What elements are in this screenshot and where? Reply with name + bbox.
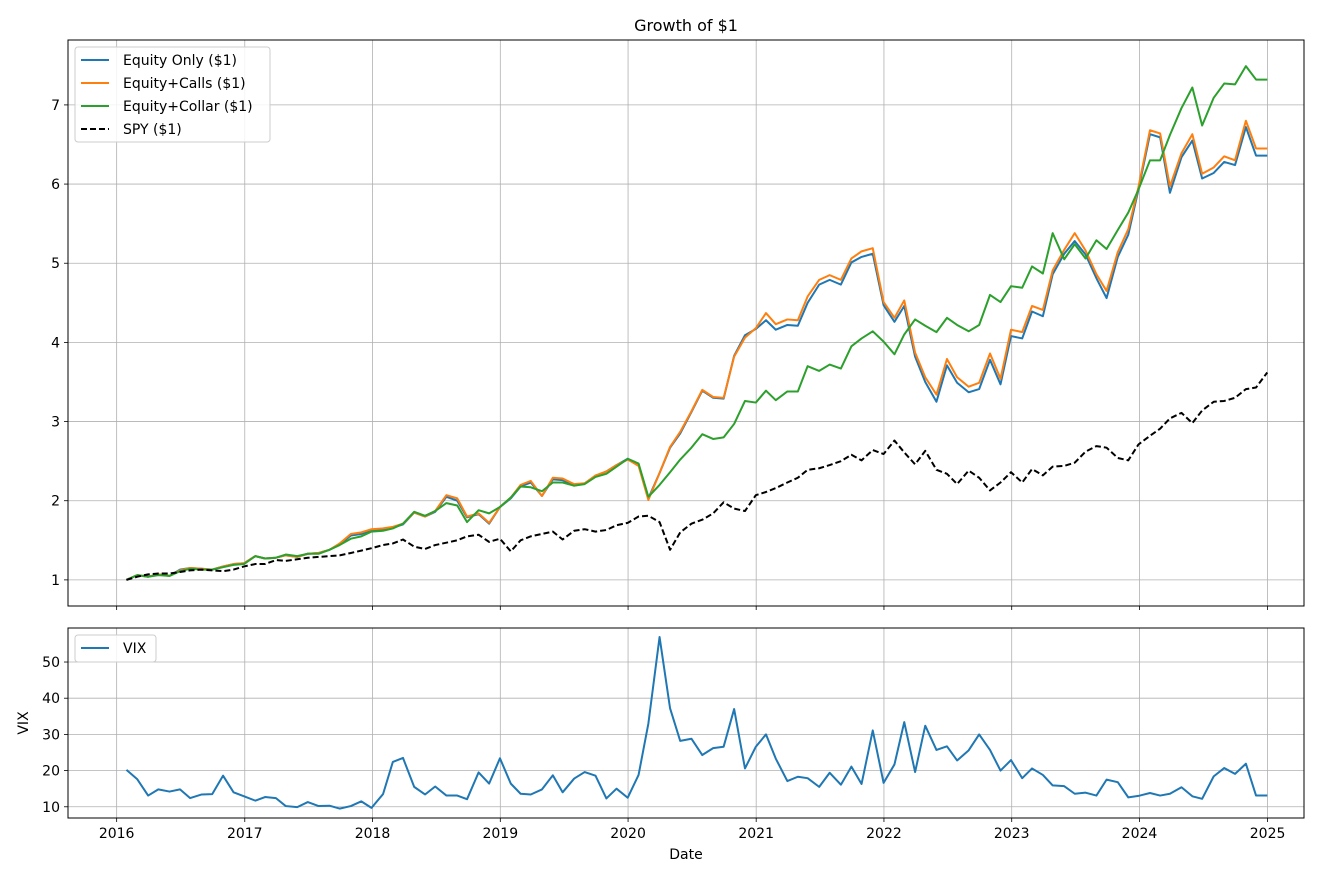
x-tick-label-2019: 2019: [482, 826, 518, 842]
legend-label-vix: VIX: [123, 641, 147, 657]
vix-y-ticks: 10 20 30 40 50: [42, 655, 68, 816]
vix-gridlines: [68, 628, 1304, 818]
x-tick-label-2025: 2025: [1250, 826, 1286, 842]
growth-x-ticks: [116, 606, 1268, 610]
y-tick-label-1: 1: [51, 573, 60, 589]
vix-legend-box: [74, 634, 157, 663]
growth-legend-box: [74, 46, 271, 143]
vix-legend: VIX: [74, 634, 157, 663]
legend-label-equity-calls: Equity+Calls ($1): [123, 76, 246, 92]
y-tick-label-4: 4: [51, 335, 60, 351]
x-axis-label: Date: [669, 847, 702, 863]
vix-x-ticks: 2016 2017 2018 2019 2020 2021 2022 2023 2024 2025: [99, 818, 1286, 842]
growth-legend: Equity Only ($1) Equity+Calls ($1) Equit…: [74, 46, 271, 143]
vix-y-axis-label: VIX: [16, 711, 32, 735]
y-tick-label-10: 10: [42, 800, 60, 816]
y-tick-label-40: 40: [42, 691, 60, 707]
x-tick-label-2018: 2018: [355, 826, 391, 842]
growth-y-ticks: 1 2 3 4 5 6 7: [51, 98, 68, 589]
series-line-equity-collar-1: [126, 65, 1268, 581]
y-tick-label-5: 5: [51, 256, 60, 272]
y-tick-label-2: 2: [51, 494, 60, 510]
vix-series: [125, 636, 1268, 810]
legend-label-equity-collar: Equity+Collar ($1): [123, 99, 253, 115]
vix-axes-frame: [67, 627, 1305, 819]
growth-panel: Growth of $1 1 2 3 4 5 6 7 Equity Only ($1) Eq…: [51, 16, 1305, 610]
legend-label-equity-only: Equity Only ($1): [123, 53, 237, 69]
y-tick-label-7: 7: [51, 98, 60, 114]
y-tick-label-6: 6: [51, 177, 60, 193]
series-line-equity-only-1: [126, 126, 1268, 581]
series-line-equity-calls-1: [126, 119, 1268, 581]
series-line-spy-1: [126, 371, 1269, 581]
y-tick-label-3: 3: [51, 415, 60, 431]
growth-axes-frame: [67, 39, 1305, 607]
legend-label-spy: SPY ($1): [123, 122, 182, 138]
x-tick-label-2016: 2016: [99, 826, 135, 842]
x-tick-label-2020: 2020: [610, 826, 646, 842]
x-tick-label-2023: 2023: [994, 826, 1030, 842]
y-tick-label-30: 30: [42, 727, 60, 743]
growth-title: Growth of $1: [634, 16, 738, 35]
x-tick-label-2021: 2021: [738, 826, 774, 842]
x-tick-label-2024: 2024: [1122, 826, 1158, 842]
y-tick-label-20: 20: [42, 764, 60, 780]
x-tick-label-2022: 2022: [866, 826, 902, 842]
growth-series: [126, 65, 1269, 581]
y-tick-label-50: 50: [42, 655, 60, 671]
series-line-vix: [125, 636, 1268, 810]
x-tick-label-2017: 2017: [227, 826, 263, 842]
